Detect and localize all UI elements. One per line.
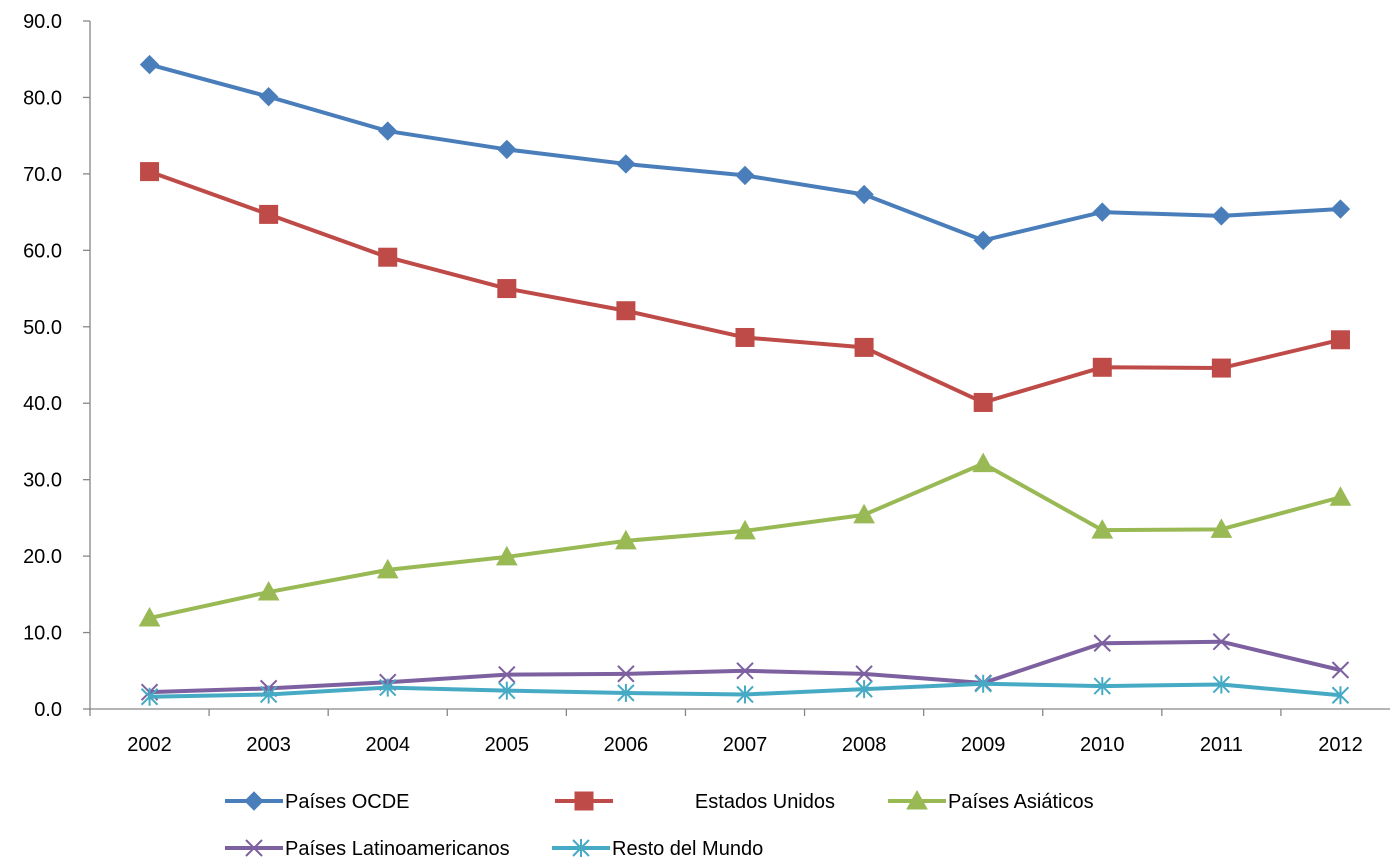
data-point (376, 558, 399, 579)
data-point (257, 581, 280, 601)
x-tick-label: 2003 (246, 734, 291, 756)
data-point (1212, 675, 1231, 694)
data-point (378, 121, 398, 141)
legend-label: Países Asiáticos (948, 791, 1094, 813)
data-point (1211, 206, 1232, 226)
data-point (972, 452, 995, 473)
y-tick-label: 30.0 (23, 470, 62, 492)
legend-item: Países OCDE (225, 791, 409, 813)
data-point (1211, 358, 1231, 378)
y-tick-label: 70.0 (23, 164, 62, 186)
legend-marker (245, 839, 263, 857)
legend-marker (574, 791, 594, 811)
legend-marker (244, 791, 264, 811)
legend-item: Países Asiáticos (888, 789, 1094, 813)
series-line (148, 169, 1341, 405)
y-tick-label: 40.0 (23, 393, 62, 415)
data-point (1331, 661, 1350, 679)
y-tick-label: 50.0 (23, 317, 62, 339)
data-point (974, 674, 992, 693)
data-point (735, 327, 755, 347)
legend-marker (906, 789, 928, 810)
x-tick-label: 2006 (604, 734, 649, 756)
legend-item: Países Latinoamericanos (225, 838, 510, 859)
x-tick-label: 2011 (1200, 734, 1243, 756)
x-tick-label: 2010 (1080, 734, 1125, 756)
axes: 0.0 10.0 20.0 30.0 40.0 50.0 60.0 70.0 80.0 90.0 2… (23, 11, 1390, 756)
y-tick-label: 20.0 (23, 546, 62, 568)
x-tick-label: 2012 (1318, 734, 1363, 756)
x-tick-label: 2007 (723, 734, 768, 756)
data-point (140, 687, 159, 706)
data-point (854, 184, 874, 205)
data-point (258, 86, 279, 107)
y-tick-label: 0.0 (34, 699, 62, 721)
data-point (498, 681, 516, 700)
x-tick-label: 2008 (842, 734, 887, 756)
series-2 (138, 452, 1352, 627)
data-point (854, 337, 874, 357)
data-point (1210, 518, 1233, 538)
data-point (378, 247, 398, 267)
data-point (1092, 357, 1112, 377)
series-line (149, 461, 1341, 620)
data-point (1093, 634, 1111, 652)
x-tick-label: 2002 (127, 734, 172, 756)
legend-label: Estados Unidos (695, 791, 835, 813)
data-point (617, 665, 635, 683)
data-point (139, 54, 160, 75)
x-tick-label: 2004 (365, 734, 410, 756)
data-point (497, 139, 517, 160)
data-point (497, 279, 517, 299)
data-point (617, 683, 635, 702)
legend-marker (572, 839, 590, 857)
data-point (1212, 633, 1231, 651)
data-point (616, 154, 636, 174)
legend-item: Resto del Mundo (552, 838, 763, 859)
data-point (973, 230, 993, 251)
y-tick-label: 90.0 (23, 11, 62, 33)
data-point (138, 607, 161, 627)
y-tick-label: 10.0 (23, 623, 62, 645)
x-tick-label: 2009 (961, 734, 1006, 756)
y-tick-label: 60.0 (23, 240, 62, 262)
series-layer (138, 54, 1352, 706)
legend: Países OCDE Estados Unidos Países Asiático… (225, 789, 1094, 859)
data-point (1091, 519, 1114, 539)
legend-label: Países Latinoamericanos (285, 838, 510, 859)
series-0 (139, 54, 1351, 251)
x-tick-label: 2005 (485, 734, 530, 756)
series-line (149, 62, 1341, 243)
data-point (495, 545, 518, 566)
data-point (379, 678, 397, 697)
data-point (616, 301, 636, 321)
data-point (140, 162, 160, 182)
y-tick-label: 80.0 (23, 87, 62, 109)
legend-item: Estados Unidos (555, 791, 835, 813)
data-point (735, 165, 755, 186)
data-point (615, 529, 637, 550)
data-point (736, 662, 754, 680)
data-point (855, 680, 873, 699)
data-point (855, 665, 873, 683)
data-point (1330, 199, 1351, 219)
data-point (853, 503, 875, 524)
series-1 (140, 162, 1350, 412)
legend-label: Resto del Mundo (612, 838, 763, 859)
data-point (973, 392, 993, 412)
data-point (1329, 486, 1352, 506)
data-point (1331, 686, 1350, 705)
legend-label: Países OCDE (285, 791, 409, 813)
data-point (498, 665, 516, 684)
data-point (734, 519, 756, 540)
data-point (1093, 677, 1111, 696)
data-point (1330, 330, 1350, 350)
series-4 (140, 674, 1350, 706)
data-point (259, 204, 279, 224)
data-point (259, 685, 278, 704)
data-point (736, 685, 754, 704)
data-point (1092, 202, 1112, 222)
